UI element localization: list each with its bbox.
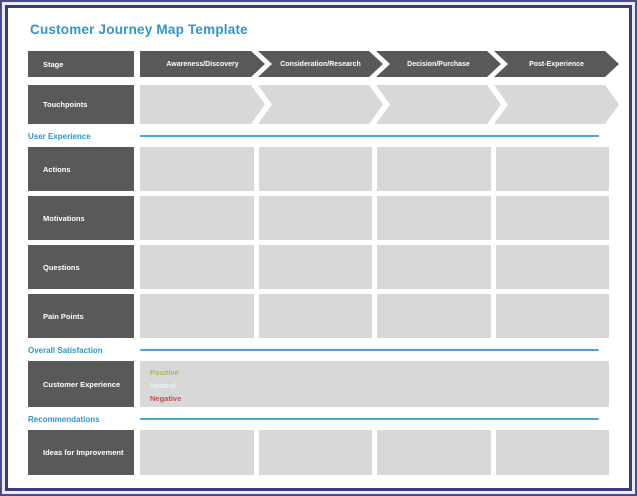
ideas-cell[interactable] xyxy=(495,430,609,475)
touchpoints-arrows xyxy=(140,85,619,124)
section-label-overall-satisfaction: Overall Satisfaction xyxy=(28,345,103,355)
pain-points-row: Pain Points xyxy=(28,294,609,338)
motivations-cell[interactable] xyxy=(258,196,372,240)
customer-experience-row: Customer Experience Positive Neutral Neg… xyxy=(28,361,609,407)
motivations-cell[interactable] xyxy=(495,196,609,240)
satisfaction-level-neutral: Neutral xyxy=(150,381,176,390)
section-recommendations: Recommendations xyxy=(28,413,609,425)
questions-cell[interactable] xyxy=(495,245,609,289)
motivations-cell[interactable] xyxy=(377,196,491,240)
section-label-recommendations: Recommendations xyxy=(28,414,100,424)
row-label-touchpoints: Touchpoints xyxy=(28,85,134,124)
pain-points-cells xyxy=(140,294,609,338)
section-divider-line xyxy=(140,349,599,351)
page: Customer Journey Map Template Stage Awar… xyxy=(5,5,632,491)
stage-row: Stage Awareness/Discovery Consideration/… xyxy=(28,51,609,77)
actions-cell[interactable] xyxy=(258,147,372,191)
page-title: Customer Journey Map Template xyxy=(30,22,248,37)
actions-cell[interactable] xyxy=(377,147,491,191)
satisfaction-level-negative: Negative xyxy=(150,394,182,403)
section-divider-line xyxy=(140,418,599,420)
touchpoints-row: Touchpoints xyxy=(28,85,609,124)
questions-cell[interactable] xyxy=(140,245,254,289)
stage-arrow-post-experience: Post-Experience xyxy=(494,51,619,77)
touchpoints-cell[interactable] xyxy=(494,85,619,124)
actions-cell[interactable] xyxy=(140,147,254,191)
ideas-cells xyxy=(140,430,609,475)
touchpoints-cell[interactable] xyxy=(376,85,501,124)
touchpoints-cell[interactable] xyxy=(140,85,265,124)
actions-row: Actions xyxy=(28,147,609,191)
pain-points-cell[interactable] xyxy=(495,294,609,338)
questions-cells xyxy=(140,245,609,289)
pain-points-cell[interactable] xyxy=(140,294,254,338)
ideas-cell[interactable] xyxy=(258,430,372,475)
row-label-customer-experience: Customer Experience xyxy=(28,361,134,407)
row-label-ideas: Ideas for Improvement xyxy=(28,430,134,475)
section-overall-satisfaction: Overall Satisfaction xyxy=(28,344,609,356)
pain-points-cell[interactable] xyxy=(377,294,491,338)
stage-arrow-consideration: Consideration/Research xyxy=(258,51,383,77)
customer-experience-cell[interactable]: Positive Neutral Negative xyxy=(140,361,609,407)
actions-cell[interactable] xyxy=(495,147,609,191)
ideas-row: Ideas for Improvement xyxy=(28,430,609,475)
ideas-cell[interactable] xyxy=(377,430,491,475)
ideas-cell[interactable] xyxy=(140,430,254,475)
motivations-cells xyxy=(140,196,609,240)
stage-arrows: Awareness/Discovery Consideration/Resear… xyxy=(140,51,619,77)
touchpoints-cell[interactable] xyxy=(258,85,383,124)
row-label-actions: Actions xyxy=(28,147,134,191)
row-label-motivations: Motivations xyxy=(28,196,134,240)
row-label-pain-points: Pain Points xyxy=(28,294,134,338)
pain-points-cell[interactable] xyxy=(258,294,372,338)
row-label-questions: Questions xyxy=(28,245,134,289)
actions-cells xyxy=(140,147,609,191)
section-user-experience: User Experience xyxy=(28,130,609,142)
questions-cell[interactable] xyxy=(258,245,372,289)
section-divider-line xyxy=(140,135,599,137)
motivations-row: Motivations xyxy=(28,196,609,240)
section-label-user-experience: User Experience xyxy=(28,131,91,141)
satisfaction-level-positive: Positive xyxy=(150,368,179,377)
questions-row: Questions xyxy=(28,245,609,289)
stage-arrow-awareness: Awareness/Discovery xyxy=(140,51,265,77)
stage-arrow-decision: Decision/Purchase xyxy=(376,51,501,77)
row-label-stage: Stage xyxy=(28,51,134,77)
motivations-cell[interactable] xyxy=(140,196,254,240)
questions-cell[interactable] xyxy=(377,245,491,289)
